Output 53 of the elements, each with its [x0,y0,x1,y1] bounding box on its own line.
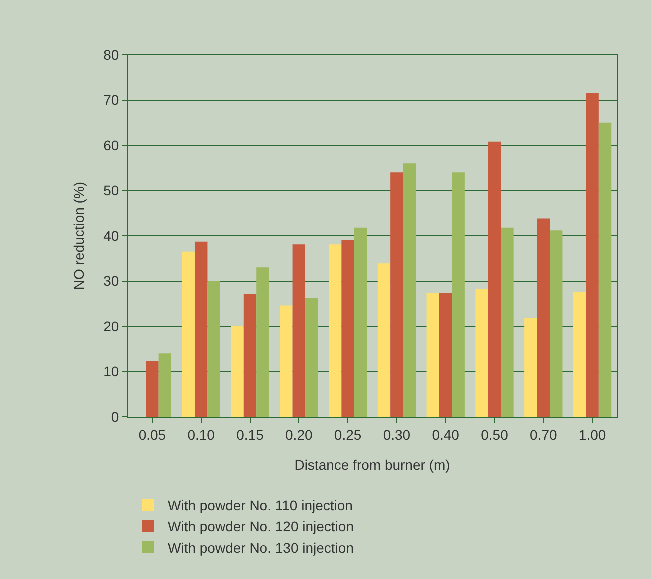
bar [328,244,342,417]
x-axis-title: Distance from burner (m) [294,457,450,474]
y-tick-label: 10 [104,364,120,380]
bar [306,298,318,417]
bar [452,172,465,417]
y-tick-label: 30 [104,273,120,290]
bar [292,244,306,417]
bar [378,264,391,417]
bar [488,142,502,417]
bar [208,281,220,417]
bar [524,318,538,417]
bar [501,228,514,417]
y-tick-label: 20 [104,318,120,334]
legend-label: With powder No. 130 injection [168,540,354,556]
x-tick-label: 0.70 [530,426,558,443]
bar [342,240,354,417]
legend-label: With powder No. 110 injection [168,497,353,514]
x-tick-label: 0.20 [286,426,313,443]
bar [439,293,452,417]
bar [598,122,612,417]
bar [586,93,599,417]
bar [182,252,195,417]
x-tick-label: 0.15 [236,426,264,443]
bar [280,306,293,417]
bar [573,292,586,417]
bar [231,326,244,417]
x-tick-label: 0.05 [138,426,166,443]
x-tick-label: 0.50 [481,426,509,443]
x-tick-label: 0.30 [383,426,411,443]
bar [426,293,440,417]
bar [476,289,488,417]
bar [244,294,257,417]
bar [256,268,270,417]
y-tick-label: 40 [104,228,120,244]
x-tick-label: 1.00 [578,426,606,443]
x-tick-label: 0.10 [188,426,216,443]
bar [550,230,563,417]
bar [403,164,416,417]
y-tick-label: 60 [104,137,120,154]
y-tick-label: 50 [104,182,120,199]
bar [354,228,368,417]
legend-label: With powder No. 120 injection [168,518,354,535]
x-tick-label: 0.40 [432,426,460,443]
y-axis-title: NO reduction (%) [71,182,88,290]
bar [146,361,159,417]
y-tick-label: 0 [111,408,120,425]
x-tick-label: 0.25 [334,426,362,443]
y-tick-label: 70 [104,92,120,108]
bar [158,354,172,417]
bar [194,242,208,417]
y-tick-label: 80 [104,46,120,63]
bar [390,172,404,417]
bar [537,218,550,417]
